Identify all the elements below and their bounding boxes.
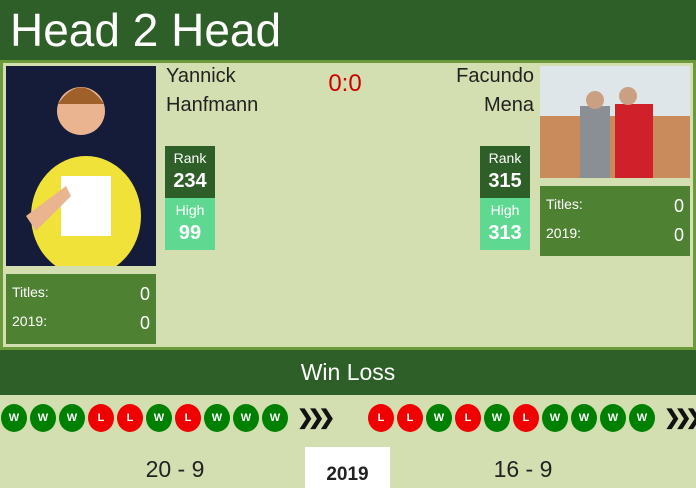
match-result-win[interactable]: W (146, 404, 172, 432)
match-result-win[interactable]: W (30, 404, 56, 432)
titles-label: Titles: (12, 284, 49, 300)
rank-value: 234 (173, 170, 207, 192)
match-result-win[interactable]: W (1, 404, 27, 432)
titles-value: 0 (139, 284, 150, 304)
year-titles-value: 0 (139, 313, 150, 333)
first-name: Facundo (456, 65, 534, 87)
player1-form: W W W L L W L W W W ❯❯❯ (1, 404, 335, 432)
player2-stats: Titles: 0 2019: 0 (540, 186, 690, 256)
high-label: High (490, 202, 520, 218)
match-result-win[interactable]: W (571, 404, 597, 432)
rank-label: Rank (488, 150, 522, 166)
year-tab-2019[interactable]: 2019 (305, 447, 390, 488)
last-name: Hanfmann (166, 94, 259, 116)
year-titles-value: 0 (673, 225, 684, 245)
match-result-win[interactable]: W (600, 404, 626, 432)
high-label: High (175, 202, 205, 218)
player2-name[interactable]: Facundo Mena (456, 62, 534, 120)
last-name: Mena (483, 94, 534, 116)
rank-label: Rank (173, 150, 207, 166)
match-result-win[interactable]: W (204, 404, 230, 432)
win-loss-header: Win Loss (0, 350, 696, 395)
year-label: 2019: (546, 225, 582, 241)
player2-record: 16 - 9 (493, 456, 553, 482)
rank-value: 315 (488, 170, 522, 192)
player1-record: 20 - 9 (145, 456, 205, 482)
match-result-loss[interactable]: L (117, 404, 143, 432)
match-result-loss[interactable]: L (175, 404, 201, 432)
match-result-win[interactable]: W (262, 404, 288, 432)
match-result-win[interactable]: W (629, 404, 655, 432)
player2-rank-box: Rank 315 High 313 (480, 146, 530, 250)
year-label: 2019: (12, 313, 48, 329)
match-result-loss[interactable]: L (88, 404, 114, 432)
player1-rank-box: Rank 234 High 99 (165, 146, 215, 250)
match-result-win[interactable]: W (59, 404, 85, 432)
player1-stats: Titles: 0 2019: 0 (6, 274, 156, 344)
page-title: Head 2 Head (0, 0, 696, 60)
titles-value: 0 (673, 196, 684, 216)
match-result-win[interactable]: W (484, 404, 510, 432)
player2-photo (540, 66, 690, 178)
h2h-score: 0:0 (328, 70, 362, 97)
match-result-win[interactable]: W (233, 404, 259, 432)
player1-photo (6, 66, 156, 266)
match-result-loss[interactable]: L (455, 404, 481, 432)
match-result-win[interactable]: W (542, 404, 568, 432)
high-value: 99 (178, 222, 202, 244)
match-result-loss[interactable]: L (513, 404, 539, 432)
first-name: Yannick (166, 65, 236, 87)
match-result-loss[interactable]: L (397, 404, 423, 432)
high-value: 313 (488, 222, 522, 244)
more-results-icon[interactable]: ❯❯❯ (664, 407, 696, 429)
titles-label: Titles: (546, 196, 583, 212)
match-result-loss[interactable]: L (368, 404, 394, 432)
player2-form: L L W L W L W W W W ❯❯❯ (368, 404, 696, 432)
more-results-icon[interactable]: ❯❯❯ (297, 407, 335, 429)
player1-name[interactable]: Yannick Hanfmann (166, 62, 258, 120)
match-result-win[interactable]: W (426, 404, 452, 432)
